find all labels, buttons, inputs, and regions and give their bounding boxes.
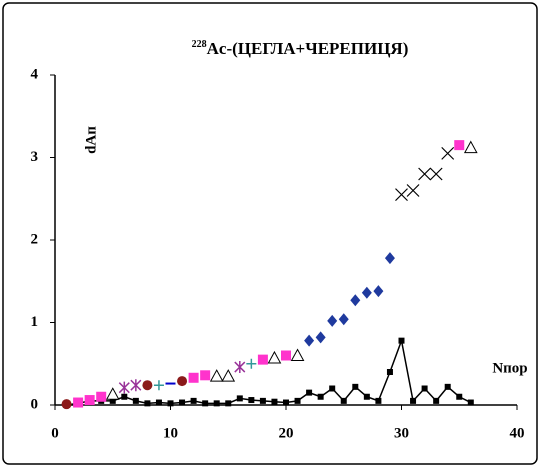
point (406, 184, 420, 197)
point (202, 400, 209, 407)
y-axis-label: dAп (83, 126, 99, 154)
point (167, 400, 174, 407)
point (384, 252, 395, 265)
point (213, 400, 220, 407)
point (283, 399, 289, 406)
point (386, 369, 393, 375)
point (456, 393, 463, 400)
y-tick-label: 1 (31, 314, 39, 330)
point (444, 383, 451, 390)
point (441, 146, 455, 160)
point (281, 350, 291, 361)
point (398, 337, 405, 344)
point (118, 381, 130, 394)
point (130, 379, 142, 392)
point (200, 370, 211, 381)
point (267, 350, 282, 364)
point (410, 397, 417, 404)
x-tick-label: 20 (279, 425, 294, 441)
point (418, 167, 432, 181)
point (329, 385, 336, 392)
point (246, 358, 257, 369)
point (257, 354, 268, 365)
point (317, 393, 324, 400)
point (271, 398, 278, 405)
point (340, 397, 347, 404)
chart-title: 228Ac-(ЦЕГЛА+ЧЕРЕПИЦЯ) (192, 39, 409, 58)
point (84, 395, 95, 406)
title-text: Ac-(ЦЕГЛА+ЧЕРЕПИЦЯ) (207, 39, 409, 58)
point (73, 397, 84, 408)
title-superscript: 228 (192, 39, 207, 50)
point (225, 400, 232, 407)
point (105, 387, 120, 400)
point (421, 385, 428, 392)
point (236, 395, 243, 402)
y-tick-label: 0 (31, 396, 39, 412)
point (352, 383, 359, 390)
point (373, 285, 384, 298)
point (290, 348, 305, 361)
point (132, 397, 139, 404)
point (338, 313, 349, 326)
x-tick-label: 30 (394, 425, 409, 441)
point (190, 397, 197, 404)
point (121, 393, 128, 400)
point (177, 376, 188, 387)
point (179, 399, 186, 406)
x-tick-label: 0 (51, 425, 59, 441)
point (454, 140, 465, 151)
point (188, 372, 199, 383)
point (467, 399, 474, 406)
point (109, 397, 116, 404)
point (294, 397, 301, 404)
point (433, 397, 440, 404)
point (304, 334, 315, 347)
y-tick-label: 2 (31, 231, 39, 247)
point (248, 397, 255, 404)
point (350, 294, 361, 307)
point (153, 380, 164, 391)
y-tick-label: 3 (31, 149, 39, 165)
point (463, 140, 478, 154)
point (363, 393, 370, 400)
point (96, 391, 107, 402)
x-tick-label: 10 (163, 425, 178, 441)
point (327, 314, 338, 327)
point (259, 397, 266, 404)
point (61, 399, 72, 410)
point (155, 399, 162, 406)
point (234, 361, 246, 374)
point (429, 167, 443, 181)
x-tick-label: 40 (510, 425, 525, 441)
y-tick-label: 4 (31, 66, 39, 82)
point (315, 331, 326, 344)
point (221, 369, 236, 382)
point (361, 286, 372, 299)
point (142, 380, 153, 391)
point (395, 188, 408, 202)
point (306, 389, 313, 396)
point (144, 400, 151, 407)
point (375, 397, 382, 404)
point (209, 369, 224, 382)
x-axis-label: Nпор (492, 360, 527, 376)
